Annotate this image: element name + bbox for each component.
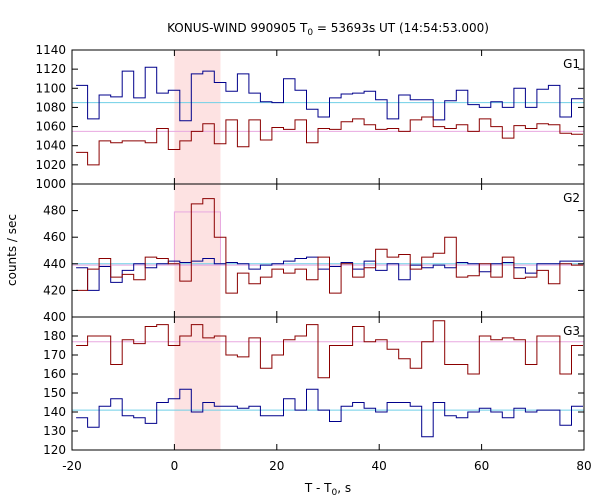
y-tick-label: 130 bbox=[43, 424, 66, 438]
x-axis-label: T - T0, s bbox=[304, 481, 351, 498]
y-tick-label: 1040 bbox=[35, 139, 66, 153]
y-tick-label: 180 bbox=[43, 329, 66, 343]
highlight-band bbox=[174, 50, 221, 184]
panel-label: G2 bbox=[563, 191, 580, 205]
series-a-line bbox=[76, 256, 583, 291]
y-tick-label: 480 bbox=[43, 204, 66, 218]
y-tick-label: 1080 bbox=[35, 100, 66, 114]
highlight-band bbox=[174, 317, 221, 450]
y-tick-label: 120 bbox=[43, 443, 66, 457]
y-tick-label: 1140 bbox=[35, 43, 66, 57]
y-tick-label: 1120 bbox=[35, 62, 66, 76]
panel-label: G1 bbox=[563, 57, 580, 71]
y-tick-label: 1060 bbox=[35, 120, 66, 134]
y-tick-label: 140 bbox=[43, 405, 66, 419]
interval-mean-box bbox=[173, 211, 221, 266]
plot-area: 10001020104010601080110011201140G1400420… bbox=[35, 43, 591, 473]
y-axis-label: counts / sec bbox=[5, 214, 19, 286]
panel-label: G3 bbox=[563, 324, 580, 338]
panel-frame bbox=[71, 183, 585, 318]
y-tick-label: 440 bbox=[43, 257, 66, 271]
y-tick-label: 170 bbox=[43, 348, 66, 362]
panel-g2: 400 420 440 460 480 G2 bbox=[43, 183, 585, 324]
series-b-line bbox=[76, 116, 583, 166]
series-a-line bbox=[76, 388, 583, 438]
y-tick-label: 1020 bbox=[35, 158, 66, 172]
y-tick-label: 420 bbox=[43, 283, 66, 297]
y-tick-label: 400 bbox=[43, 310, 66, 324]
panel-g1: 1000 1020 1040 1060 1080 1100 1120 1140 G1 bbox=[35, 43, 585, 191]
y-tick-label: 160 bbox=[43, 367, 66, 381]
series-a-line bbox=[76, 66, 583, 122]
y-tick-label: 1000 bbox=[35, 177, 66, 191]
x-tick-label: 80 bbox=[576, 459, 591, 473]
chart-title: KONUS-WIND 990905 T0 = 53693s UT (14:54:… bbox=[167, 21, 489, 38]
highlight-band bbox=[174, 184, 221, 317]
y-tick-label: 1100 bbox=[35, 81, 66, 95]
x-tick-label: -20 bbox=[62, 459, 82, 473]
panel-g3: 120 130 140 150 160 170 180 G3 bbox=[43, 316, 585, 457]
series-b-line bbox=[76, 320, 583, 379]
x-tick-label: 0 bbox=[171, 459, 179, 473]
series-b-line bbox=[76, 198, 583, 294]
x-tick-label: 60 bbox=[474, 459, 489, 473]
y-tick-label: 460 bbox=[43, 230, 66, 244]
panel-frame bbox=[71, 316, 585, 451]
y-tick-label: 150 bbox=[43, 386, 66, 400]
x-tick-label: 20 bbox=[269, 459, 284, 473]
x-tick-label: 40 bbox=[372, 459, 387, 473]
